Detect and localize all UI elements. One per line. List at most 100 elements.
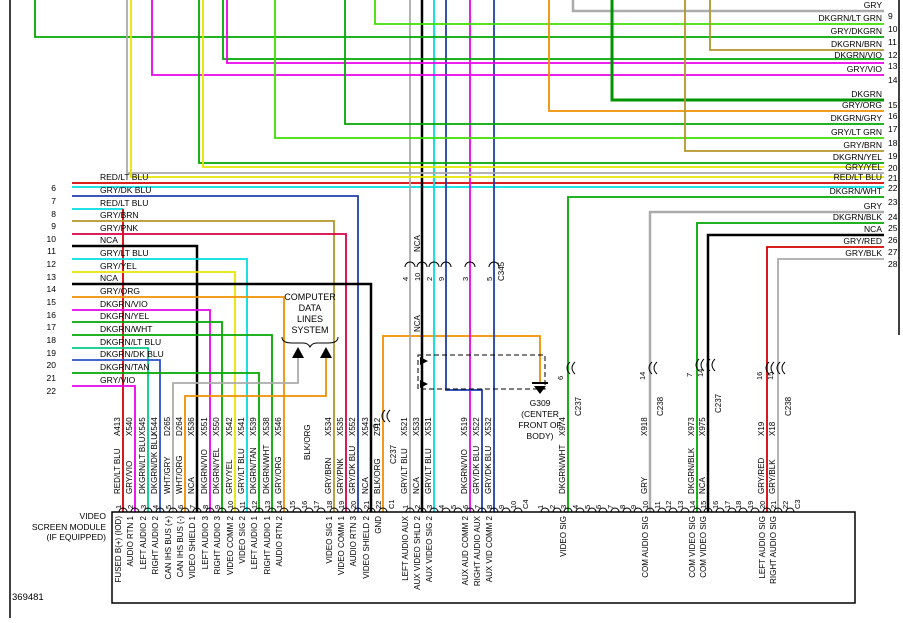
right-pin-number: 23 bbox=[888, 197, 898, 207]
inline-connector-arc bbox=[648, 361, 653, 375]
circuit-id-label: X538 bbox=[262, 417, 271, 436]
inline-connector-pin: 6 bbox=[556, 376, 565, 380]
connector-pin-arc bbox=[192, 507, 202, 513]
left-pin-number: 12 bbox=[47, 259, 57, 269]
left-pin-number: 13 bbox=[47, 272, 57, 282]
data-line-triangle-icon bbox=[320, 347, 332, 358]
connector-pin-wire-name: GRY/DK BLU bbox=[484, 445, 493, 494]
connector-pin-function: AUX VIDEO SIG 2 bbox=[425, 515, 434, 582]
connector-pin-wire-name: WHT/GRY bbox=[163, 456, 172, 494]
connector-pin-number: 4 bbox=[151, 505, 160, 509]
connector-pin-function: CAN IHS BUS (-) bbox=[176, 516, 185, 578]
connector-pin-number: 21 bbox=[769, 501, 778, 509]
connector-pin-arc bbox=[180, 507, 190, 513]
connector-pin-function: VIDEO SIG 2 bbox=[238, 515, 247, 563]
connector-pin-function: LEFT AUDIO 1 bbox=[250, 515, 259, 569]
connector-pin-arc bbox=[118, 507, 128, 513]
wire bbox=[202, 0, 884, 168]
computer-data-lines-text: DATA bbox=[299, 303, 322, 313]
module-label-line1: VIDEO bbox=[79, 511, 106, 521]
connector-pin-arc bbox=[465, 507, 475, 513]
inline-connector-arc bbox=[765, 361, 770, 375]
connector-pin-number: 21 bbox=[362, 501, 371, 509]
circuit-id-label: X540 bbox=[125, 417, 134, 436]
c345-pin-arc bbox=[416, 261, 428, 268]
connector-pin-number: 9 bbox=[629, 505, 638, 509]
connector-pin-number: 19 bbox=[746, 501, 755, 509]
circuit-id-label: X551 bbox=[200, 417, 209, 436]
connector-pin-number: 5 bbox=[583, 505, 592, 509]
connector-pin-arc bbox=[130, 507, 140, 513]
wire bbox=[382, 335, 541, 512]
connector-pin-arc bbox=[540, 507, 550, 513]
left-pin-number: 17 bbox=[47, 322, 57, 332]
module-label-line3: (IF EQUIPPED) bbox=[46, 532, 106, 542]
inline-connector-pin: 5 bbox=[371, 424, 380, 428]
connector-pin-number: 1 bbox=[536, 505, 545, 509]
wire bbox=[72, 271, 236, 512]
wire bbox=[344, 0, 884, 125]
inline-connector-pin: 16 bbox=[755, 372, 764, 380]
left-pin-number: 6 bbox=[51, 183, 56, 193]
circuit-id-label: X973 bbox=[687, 417, 696, 436]
connector-pin-number: 7 bbox=[606, 505, 615, 509]
connector-pin-number: 14 bbox=[688, 501, 697, 509]
connector-pin-number: 5 bbox=[164, 505, 173, 509]
connector-pin-wire-name: GRY/YEL bbox=[225, 459, 234, 494]
connector-pin-number: 20 bbox=[349, 501, 358, 509]
circuit-id-label: X522 bbox=[472, 417, 481, 436]
connector-pin-number: 18 bbox=[734, 501, 743, 509]
connector-pin-arc bbox=[441, 507, 451, 513]
wire bbox=[706, 233, 884, 512]
connector-pin-wire-name: DKGRN/LT BLU bbox=[138, 436, 147, 494]
connector-pin-function: COM VIDEO SIG bbox=[699, 516, 708, 578]
left-pin-wire-label: DKGRN/DK BLU bbox=[100, 349, 164, 359]
connector-pin-function: RIGHT AUDIO 3 bbox=[213, 515, 222, 574]
connector-pin-number: 4 bbox=[437, 505, 446, 509]
connector-pin-arc bbox=[453, 507, 463, 513]
connector-pin-arc bbox=[610, 507, 620, 513]
connector-pin-number: 15 bbox=[699, 501, 708, 509]
circuit-id-label: X18 bbox=[768, 421, 777, 436]
connector-pin-arc bbox=[598, 507, 608, 513]
wire bbox=[72, 359, 161, 512]
right-pin-number: 16 bbox=[888, 111, 898, 121]
left-pin-wire-label: DKGRN/WHT bbox=[100, 324, 152, 334]
circuit-id-label: X543 bbox=[361, 417, 370, 436]
c345-pin-arc bbox=[428, 261, 440, 268]
connector-pin-wire-name: GRY/BRN bbox=[324, 457, 333, 494]
circuit-id-label: X519 bbox=[460, 417, 469, 436]
inline-connector-arc bbox=[695, 358, 700, 372]
connector-pin-function: AUX VIDEO SHLD 2 bbox=[413, 515, 422, 589]
right-pin-number: 17 bbox=[888, 124, 898, 134]
left-pin-wire-label: RED/LT BLU bbox=[100, 172, 148, 182]
connector-pin-arc bbox=[703, 507, 713, 513]
wire bbox=[766, 246, 884, 512]
connector-pin-number: 22 bbox=[781, 501, 790, 509]
connector-pin-number: 7 bbox=[473, 505, 482, 509]
connector-pin-function: VIDEO SIG bbox=[559, 516, 568, 557]
circuit-id-label: X552 bbox=[348, 417, 357, 436]
connector-pin-number: 10 bbox=[509, 501, 518, 509]
right-pin-wire-label: GRY/BLK bbox=[845, 248, 882, 258]
connector-pin-arc bbox=[727, 507, 737, 513]
wire bbox=[222, 0, 884, 60]
connector-pin-arc bbox=[329, 507, 339, 513]
connector-pin-function: GND bbox=[374, 516, 383, 534]
connector-pin-arc bbox=[405, 507, 415, 513]
right-pin-number: 9 bbox=[888, 11, 893, 21]
connector-pin-arc bbox=[692, 507, 702, 513]
circuit-id-label: X542 bbox=[225, 417, 234, 436]
right-pin-number: 18 bbox=[888, 138, 898, 148]
connector-pin-wire-name: NCA bbox=[698, 476, 707, 494]
left-pin-wire-label: NCA bbox=[100, 273, 118, 283]
circuit-id-label: X532 bbox=[484, 417, 493, 436]
connector-pin-wire-name: DKGRN/TAN bbox=[249, 447, 258, 494]
shield-dashed-box bbox=[417, 354, 546, 390]
connector-pin-arc bbox=[785, 507, 795, 513]
connector-pin-number: 6 bbox=[461, 505, 470, 509]
wire bbox=[72, 296, 285, 512]
left-pin-wire-label: GRY/PNK bbox=[100, 223, 138, 233]
connector-pin-function: COM AUDIO SIG bbox=[641, 516, 650, 578]
